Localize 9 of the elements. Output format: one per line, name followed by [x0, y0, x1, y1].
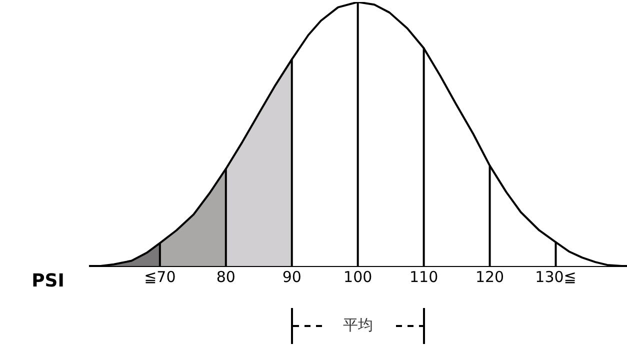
x-tick-label: 130≦: [535, 268, 576, 286]
x-tick-label: 120: [475, 268, 504, 286]
x-tick-label: 80: [216, 268, 236, 286]
x-tick-label: 110: [409, 268, 438, 286]
x-tick-label: 90: [282, 268, 302, 286]
x-tick-label: ≦70: [144, 268, 176, 286]
x-tick-label: 100: [344, 268, 372, 286]
x-axis-title: PSI: [32, 270, 64, 292]
text: 平均: [342, 316, 373, 334]
